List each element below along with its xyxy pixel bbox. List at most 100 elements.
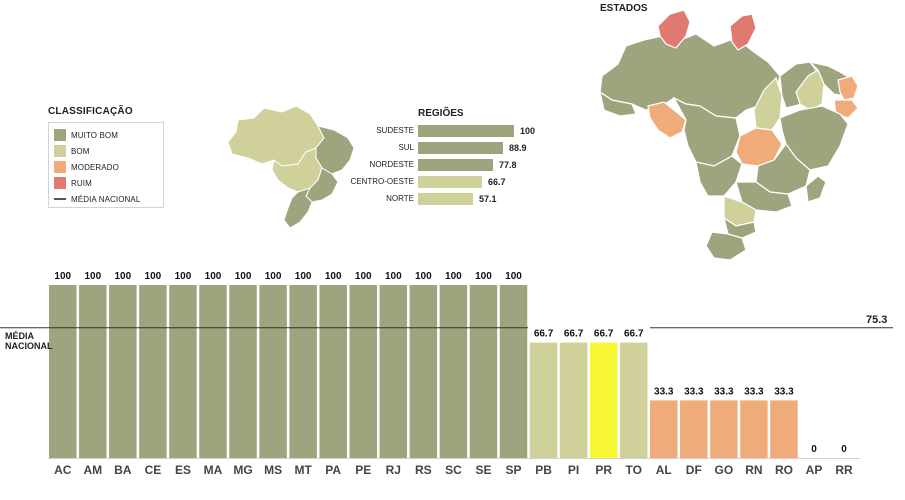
value-label-se: 100 — [475, 271, 492, 282]
value-label-ce: 100 — [145, 271, 162, 282]
legend-label: BOM — [71, 146, 90, 156]
state-shape — [837, 75, 859, 101]
legend-label: MUITO BOM — [71, 130, 118, 140]
state-shape — [705, 231, 747, 261]
state-shape — [805, 175, 827, 203]
state-shape — [647, 101, 687, 139]
region-label-sudeste: SUDESTE — [376, 126, 414, 135]
category-label-pi: PI — [568, 463, 579, 477]
legend-average-line — [54, 198, 66, 200]
bar-ce — [139, 285, 167, 458]
states-map-title: ESTADOS — [600, 3, 648, 14]
category-label-rj: RJ — [386, 463, 401, 477]
value-label-sc: 100 — [445, 271, 462, 282]
value-label-ac: 100 — [54, 271, 71, 282]
legend-label: RUIM — [71, 178, 92, 188]
bar-mg — [229, 285, 257, 458]
category-label-pe: PE — [355, 463, 371, 477]
value-label-mg: 100 — [235, 271, 252, 282]
bar-pb — [529, 342, 558, 458]
state-shape — [779, 105, 849, 171]
legend-swatch — [54, 145, 66, 157]
state-shape — [729, 13, 757, 51]
legend-item-muito-bom: MUITO BOM — [54, 129, 118, 141]
bar-df — [680, 400, 708, 458]
bar-al — [650, 400, 678, 458]
region-bar-nordeste — [418, 159, 493, 171]
region-nordeste — [315, 125, 355, 175]
region-sudeste — [305, 167, 339, 203]
value-label-rj: 100 — [385, 271, 402, 282]
category-label-pr: PR — [595, 463, 612, 477]
category-label-sc: SC — [445, 463, 462, 477]
region-value-centro-oeste: 66.7 — [488, 177, 506, 187]
state-shape — [657, 9, 691, 49]
average-label-line2: NACIONAL — [5, 341, 53, 351]
bar-mt — [289, 285, 317, 458]
category-label-ac: AC — [54, 463, 72, 477]
category-label-go: GO — [715, 463, 734, 477]
state-shape — [599, 90, 637, 117]
legend-title: CLASSIFICAÇÃO — [48, 106, 133, 117]
bar-ac — [49, 285, 77, 458]
value-label-pe: 100 — [355, 271, 372, 282]
category-label-ap: AP — [806, 463, 823, 477]
category-label-ms: MS — [264, 463, 282, 477]
states-map — [599, 9, 859, 261]
region-sul — [283, 187, 313, 229]
region-value-sul: 88.9 — [509, 143, 527, 153]
average-value: 75.3 — [866, 314, 888, 326]
bar-pa — [319, 285, 347, 458]
value-label-sp: 100 — [505, 271, 522, 282]
state-shape — [795, 69, 825, 111]
value-label-to: 66.7 — [624, 329, 644, 340]
category-label-ma: MA — [204, 463, 223, 477]
category-label-rs: RS — [415, 463, 432, 477]
bar-am — [79, 285, 107, 458]
value-label-ro: 33.3 — [774, 386, 794, 397]
value-label-rn: 33.3 — [744, 386, 764, 397]
state-shape — [753, 76, 783, 131]
legend-label: MODERADO — [71, 162, 119, 172]
category-label-al: AL — [656, 463, 672, 477]
region-label-norte: NORTE — [386, 194, 414, 203]
legend-swatch — [54, 177, 66, 189]
regions-bars: SUDESTE 100 SUL 88.9 NORDESTE 77.8 CENTR… — [334, 124, 535, 208]
value-label-mt: 100 — [295, 271, 312, 282]
legend: MUITO BOM BOM MODERADO RUIM MÉDIA NACION… — [48, 122, 164, 208]
regions-title: REGIÕES — [418, 108, 464, 119]
average-label-line1: MÉDIA — [5, 331, 34, 341]
bar-sp — [499, 285, 528, 458]
value-label-rr: 0 — [841, 444, 847, 455]
value-label-ap: 0 — [811, 444, 817, 455]
bar-se — [469, 285, 498, 458]
value-label-am: 100 — [84, 271, 101, 282]
category-label-ba: BA — [114, 463, 132, 477]
bar-to — [619, 342, 648, 458]
value-label-al: 33.3 — [654, 386, 674, 397]
category-label-es: ES — [175, 463, 191, 477]
category-label-mg: MG — [233, 463, 252, 477]
category-label-df: DF — [686, 463, 702, 477]
category-label-pb: PB — [535, 463, 552, 477]
bar-ba — [109, 285, 137, 458]
region-value-nordeste: 77.8 — [499, 160, 517, 170]
value-label-ma: 100 — [205, 271, 222, 282]
legend-item-bom: BOM — [54, 145, 90, 157]
value-label-df: 33.3 — [684, 386, 704, 397]
bar-go — [710, 400, 738, 458]
region-bar-norte — [418, 193, 473, 205]
value-label-rs: 100 — [415, 271, 432, 282]
category-label-to: TO — [625, 463, 641, 477]
region-label-nordeste: NORDESTE — [369, 160, 414, 169]
value-label-go: 33.3 — [714, 386, 734, 397]
region-bar-centro-oeste — [418, 176, 482, 188]
legend-label: MÉDIA NACIONAL — [71, 194, 141, 204]
bar-pe — [349, 285, 377, 458]
category-label-am: AM — [83, 463, 102, 477]
bar-ms — [259, 285, 287, 458]
bar-sc — [439, 285, 468, 458]
value-label-es: 100 — [175, 271, 192, 282]
value-label-pi: 66.7 — [564, 329, 584, 340]
bar-pr — [589, 342, 618, 458]
